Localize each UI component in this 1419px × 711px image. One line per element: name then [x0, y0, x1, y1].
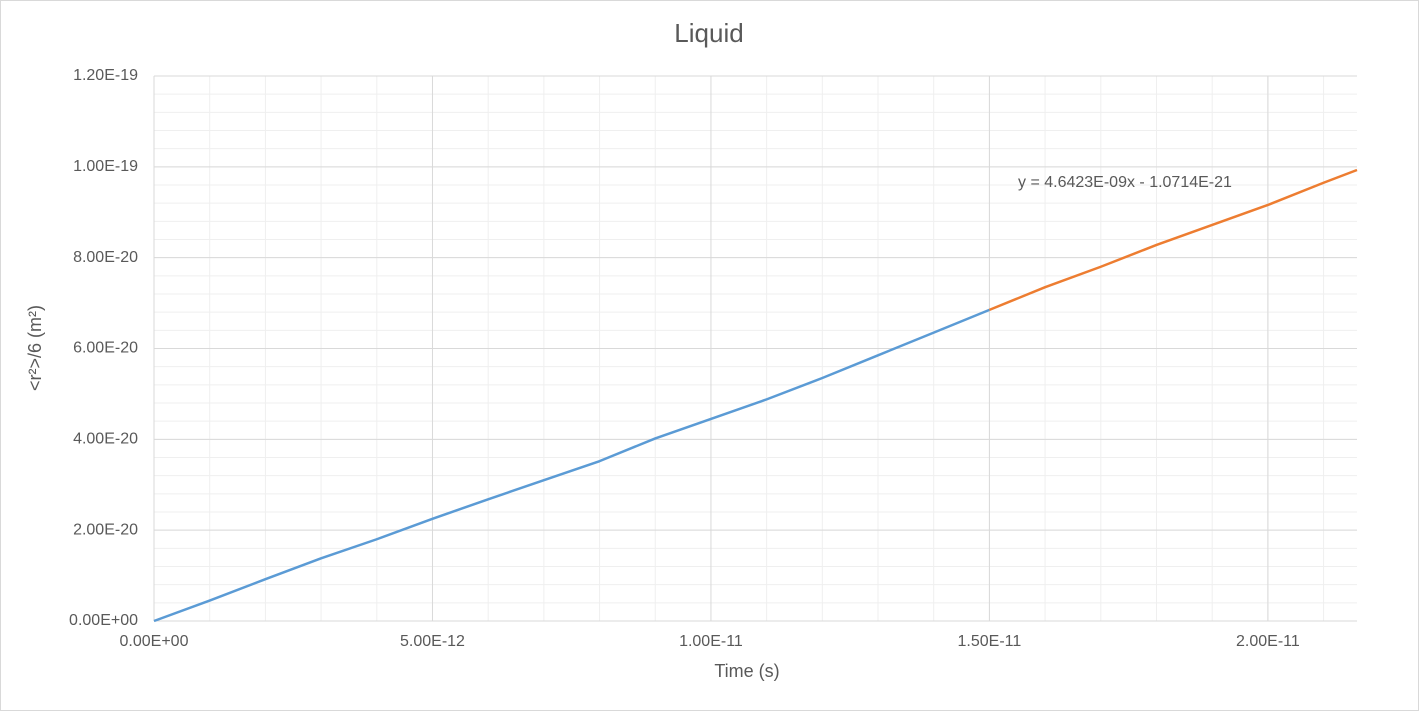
y-tick-label: 0.00E+00 — [69, 612, 138, 629]
series-line — [153, 308, 990, 623]
x-axis-label: Time (s) — [714, 661, 779, 681]
y-tick-label: 8.00E-20 — [73, 249, 138, 266]
x-tick-label: 1.50E-11 — [958, 633, 1022, 650]
y-axis-label: <r²>/6 (m²) — [25, 305, 45, 391]
y-tick-label: 4.00E-20 — [73, 431, 138, 448]
x-tick-label: 5.00E-12 — [400, 633, 465, 650]
y-tick-label: 1.20E-19 — [73, 67, 138, 84]
y-tick-label: 2.00E-20 — [73, 521, 138, 538]
trendline-equation: y = 4.6423E-09x - 1.0714E-21 — [1018, 174, 1232, 191]
chart-title: Liquid — [674, 18, 743, 48]
y-tick-label: 6.00E-20 — [73, 340, 138, 357]
series-line — [988, 168, 1358, 312]
x-tick-label: 0.00E+00 — [120, 633, 189, 650]
x-tick-label: 1.00E-11 — [679, 633, 743, 650]
x-tick-label: 2.00E-11 — [1236, 633, 1300, 650]
y-tick-label: 1.00E-19 — [73, 158, 138, 175]
